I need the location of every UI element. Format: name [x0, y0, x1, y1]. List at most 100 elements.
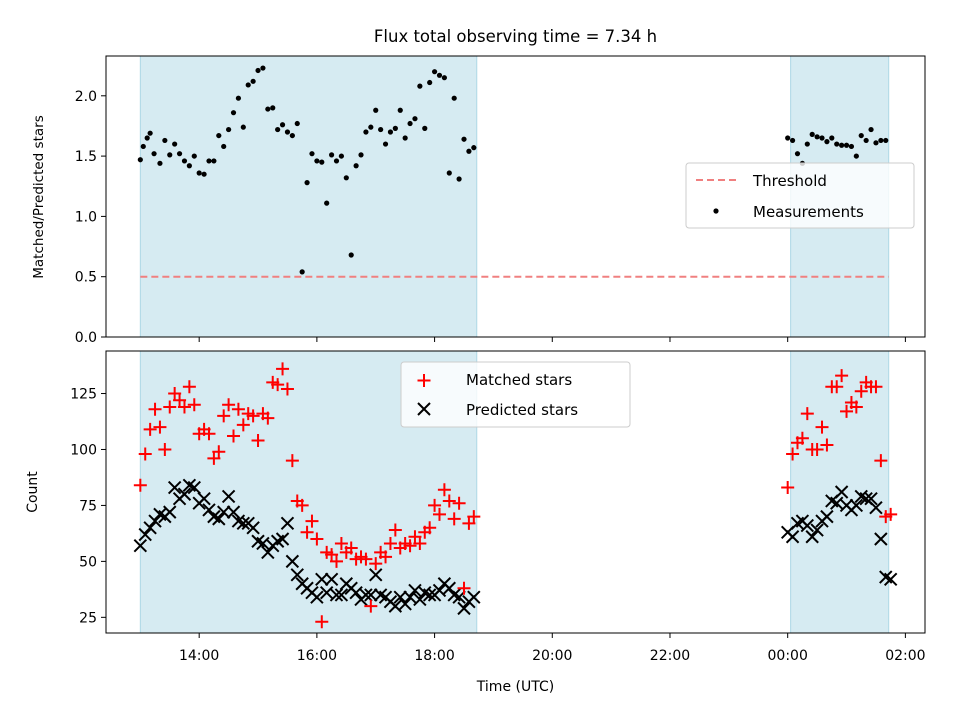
- predicted-star-marker: [408, 583, 422, 598]
- measurement-point: [167, 152, 173, 158]
- legend-measurements-label: Measurements: [753, 203, 864, 221]
- measurement-point: [270, 105, 276, 111]
- bottom-y-ticks: 25 50 75 100 125: [70, 387, 106, 626]
- matched-star-marker: [795, 431, 809, 445]
- predicted-star-marker: [403, 590, 417, 604]
- matched-star-marker: [231, 402, 245, 416]
- matched-star-marker: [202, 427, 216, 441]
- measurement-point: [328, 152, 335, 158]
- measurement-point: [144, 135, 150, 141]
- measurement-point: [378, 126, 384, 133]
- legend-threshold-label: Threshold: [752, 172, 827, 190]
- bottom-x-axis-label: Time (UTC): [476, 679, 554, 695]
- matched-star-marker: [300, 525, 314, 539]
- matched-star-marker: [810, 442, 824, 456]
- measurement-point: [363, 129, 369, 135]
- matched-star-marker: [173, 393, 187, 407]
- legend-predicted-label: Predicted stars: [466, 401, 578, 419]
- matched-star-marker: [143, 422, 157, 436]
- matched-star-marker: [153, 420, 167, 434]
- measurement-point: [157, 160, 163, 166]
- matched-star-marker: [359, 552, 373, 566]
- predicted-star-marker: [236, 516, 251, 531]
- predicted-star-marker: [163, 505, 177, 519]
- predicted-star-marker: [212, 512, 226, 526]
- measurement-point: [809, 131, 815, 137]
- measurement-point: [240, 124, 246, 130]
- predicted-star-marker: [246, 521, 260, 535]
- measurement-point: [333, 158, 340, 164]
- matched-star-marker: [227, 429, 241, 443]
- matched-star-marker: [437, 483, 451, 497]
- top-legend: Threshold Measurements: [685, 162, 915, 229]
- matched-star-marker: [148, 402, 162, 416]
- measurement-point: [863, 137, 869, 144]
- matched-star-marker: [884, 507, 898, 521]
- measurement-point: [412, 116, 418, 122]
- measurement-point: [397, 107, 403, 113]
- measurement-point: [407, 120, 413, 127]
- predicted-star-marker: [187, 480, 201, 495]
- bottom-legend: Matched stars Predicted stars: [400, 361, 631, 428]
- measurement-point: [853, 153, 859, 159]
- predicted-star-marker: [226, 505, 241, 519]
- predicted-star-marker: [805, 530, 819, 544]
- predicted-star-marker: [457, 601, 471, 616]
- bottom-y-tick-label: 25: [79, 610, 97, 626]
- matched-star-marker: [830, 380, 844, 394]
- bottom-y-tick-label: 75: [79, 498, 97, 514]
- measurement-point: [230, 110, 237, 116]
- matched-star-marker: [408, 530, 422, 544]
- measurement-point: [353, 163, 359, 169]
- matched-star-marker: [325, 548, 339, 562]
- matched-star-marker: [403, 539, 417, 553]
- predicted-star-marker: [864, 492, 878, 506]
- measurement-point: [275, 126, 281, 133]
- matched-star-marker: [236, 418, 250, 432]
- measurement-point: [250, 78, 256, 84]
- legend-matched-label: Matched stars: [466, 371, 572, 389]
- matched-star-marker: [168, 387, 182, 401]
- legend-predicted-swatch: [417, 402, 431, 416]
- measurement-point: [140, 143, 146, 150]
- top-shaded-interval-1: [139, 55, 478, 338]
- predicted-stars-markers: [133, 478, 898, 616]
- predicted-star-marker: [785, 530, 800, 544]
- predicted-star-marker: [364, 588, 378, 602]
- predicted-star-marker: [334, 588, 349, 602]
- bottom-y-tick-label: 100: [70, 442, 97, 458]
- top-panel: 0.0 0.5 1.0 1.5 2.0 Flux total observing tim…: [31, 27, 926, 346]
- predicted-star-marker: [800, 518, 815, 533]
- matched-star-marker: [285, 454, 299, 468]
- measurement-point: [456, 176, 462, 182]
- bottom-x-tick-label: 20:00: [532, 648, 572, 664]
- top-legend-box: [685, 162, 915, 229]
- matched-star-marker: [388, 523, 402, 537]
- matched-star-marker: [217, 409, 231, 423]
- matched-star-marker: [344, 541, 358, 555]
- predicted-star-marker: [432, 583, 447, 598]
- measurement-point: [422, 125, 428, 131]
- matched-star-marker: [212, 445, 226, 459]
- matched-star-marker: [452, 496, 466, 510]
- measurement-point: [216, 132, 222, 139]
- measurement-point: [181, 158, 188, 164]
- measurement-point: [314, 158, 320, 164]
- predicted-star-marker: [290, 568, 304, 582]
- measurement-point: [471, 145, 477, 151]
- measurement-point: [858, 132, 864, 139]
- matched-star-marker: [261, 411, 275, 425]
- measurement-point: [878, 137, 884, 144]
- measurement-point: [451, 95, 457, 101]
- predicted-star-marker: [413, 592, 427, 607]
- matched-star-marker: [820, 438, 834, 452]
- measurement-point: [319, 159, 325, 165]
- matched-star-marker: [163, 400, 177, 414]
- measurement-point: [848, 143, 855, 150]
- measurement-point: [441, 75, 447, 81]
- matched-star-marker: [869, 380, 883, 394]
- top-y-tick-label: 0.5: [75, 270, 97, 286]
- measurement-point: [186, 163, 192, 169]
- matched-star-marker: [329, 554, 343, 568]
- measurement-point: [206, 158, 212, 164]
